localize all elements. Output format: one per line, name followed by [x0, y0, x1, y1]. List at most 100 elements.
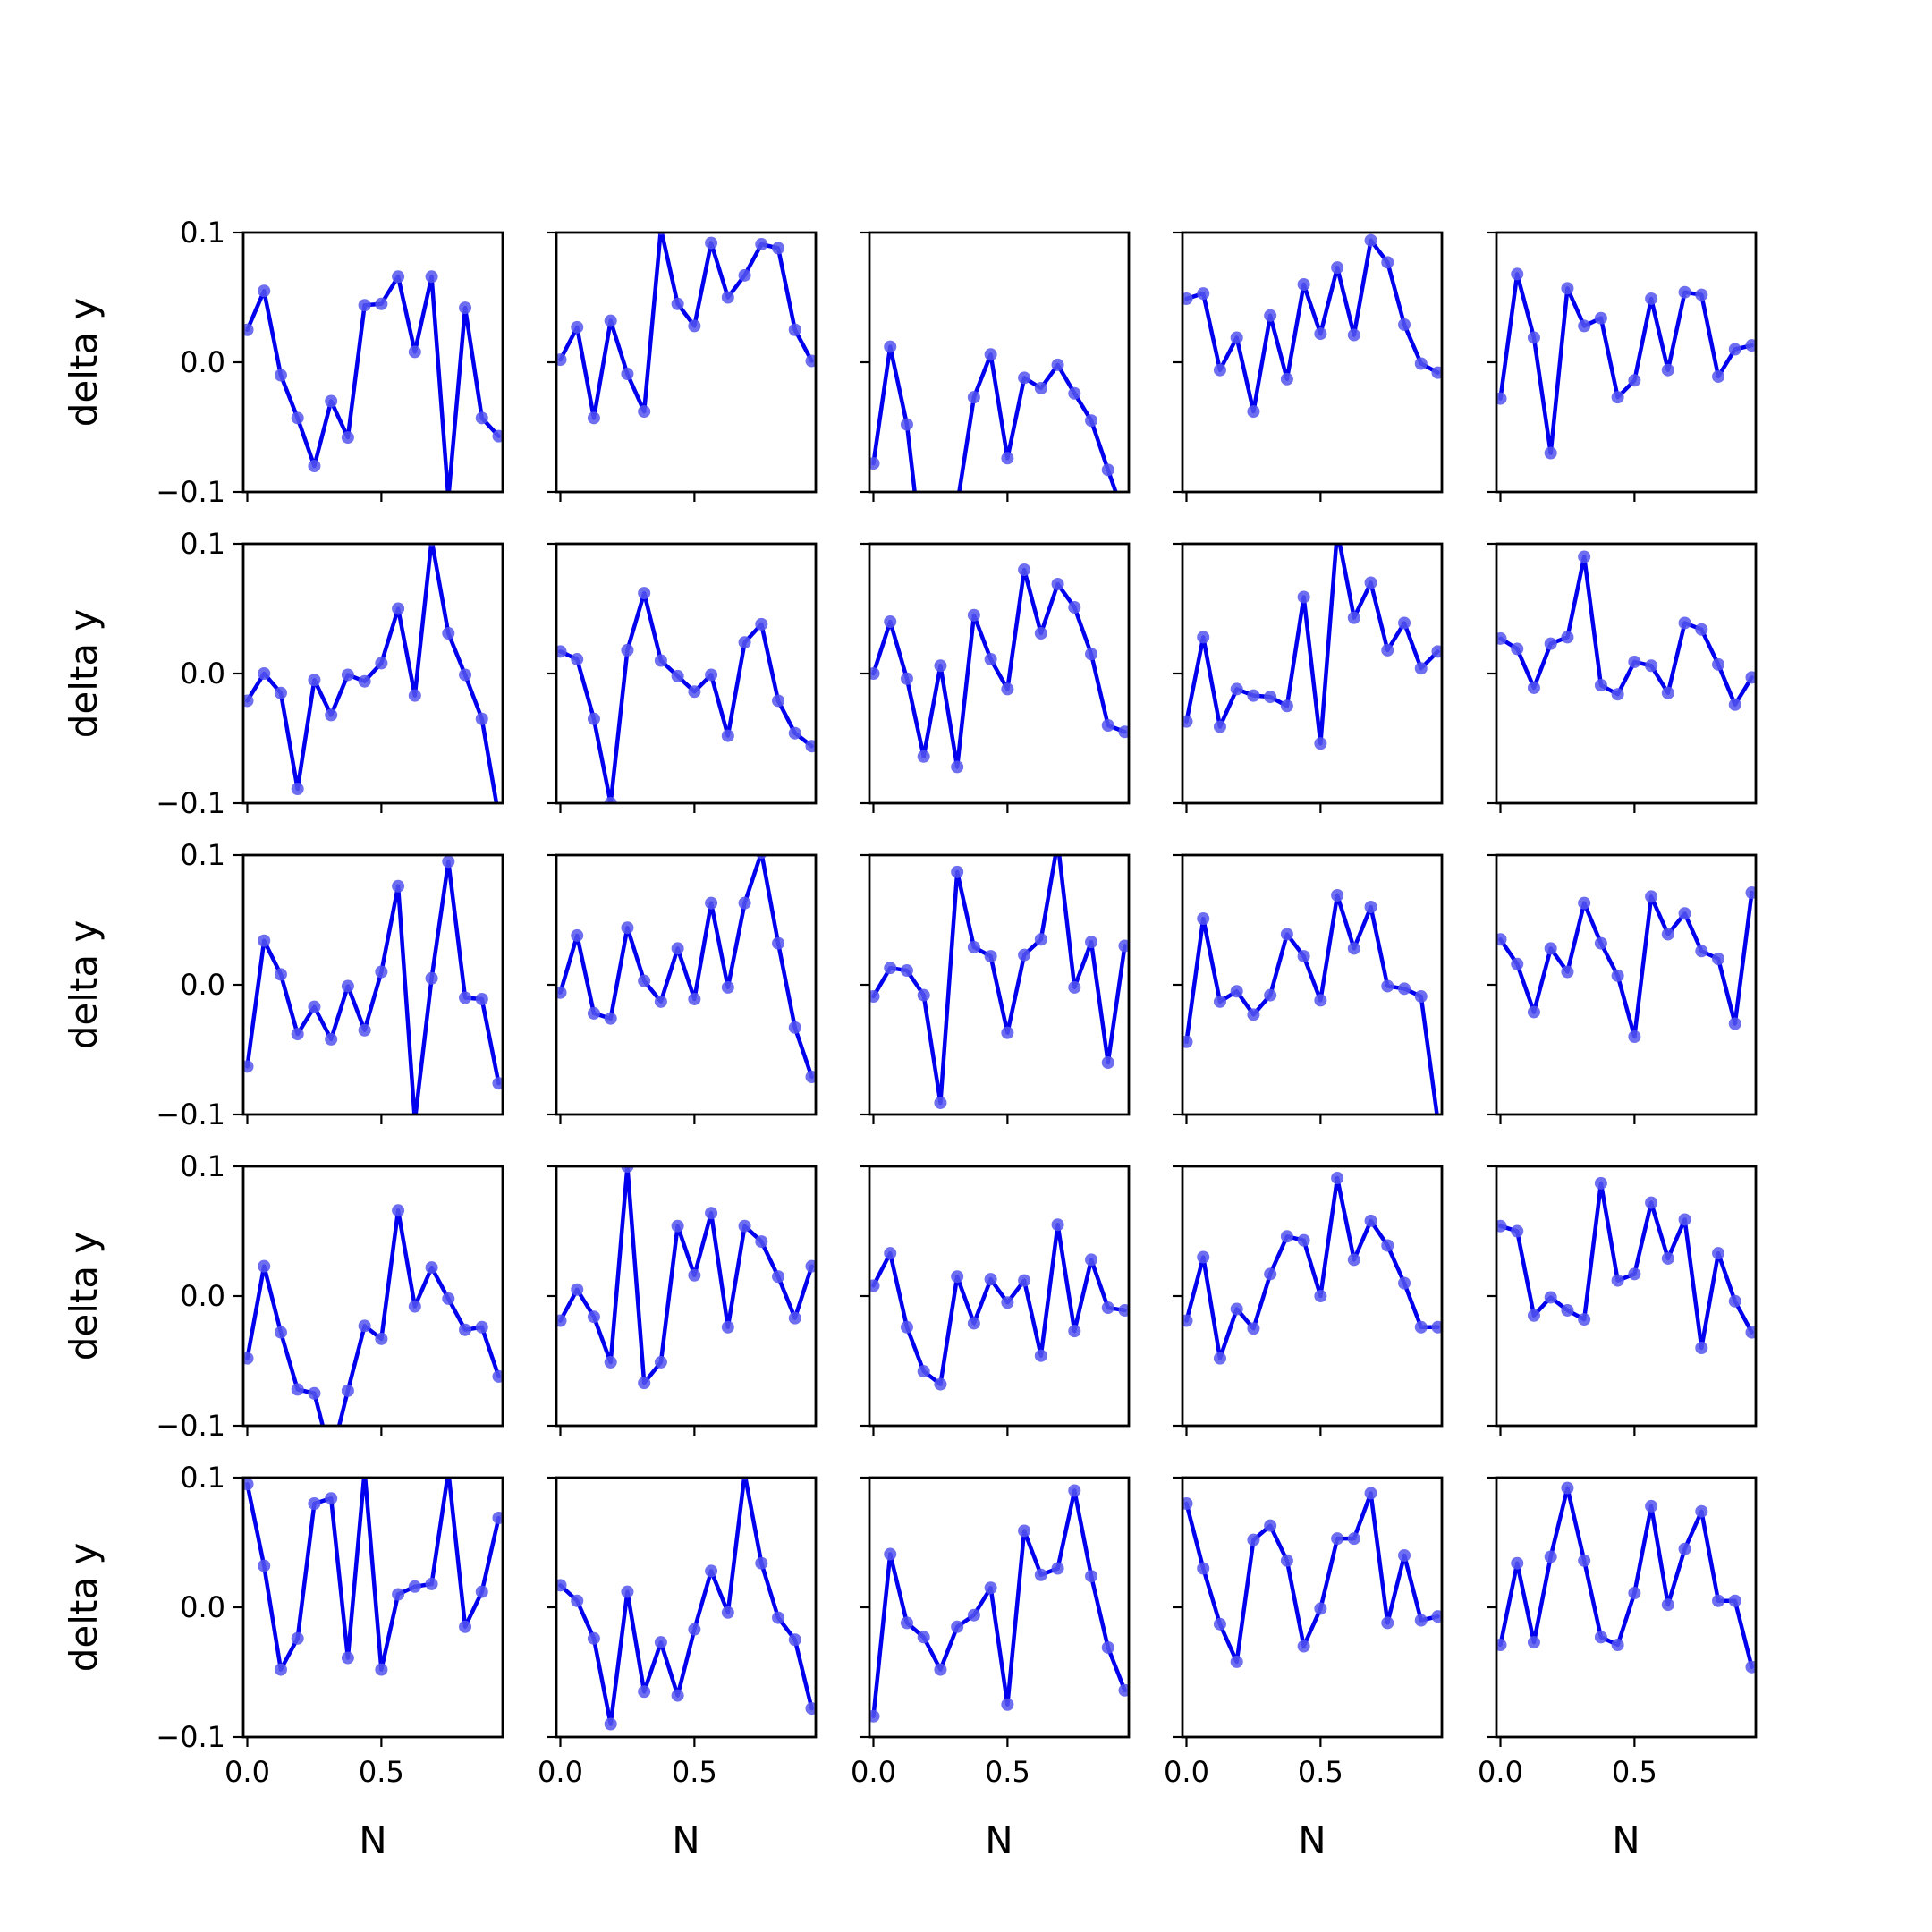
y-tick-label: 0.1 — [180, 527, 225, 561]
data-point — [1712, 1594, 1725, 1607]
data-point — [571, 1594, 584, 1607]
data-point — [1511, 1556, 1524, 1570]
data-point — [1331, 1532, 1344, 1546]
data-point — [621, 921, 634, 935]
data-point — [772, 1611, 785, 1624]
data-point — [604, 1012, 617, 1025]
data-point — [1213, 720, 1226, 733]
data-point — [1678, 1213, 1691, 1226]
series-line — [1498, 555, 1754, 708]
data-point — [1331, 1172, 1344, 1185]
data-point — [869, 1279, 880, 1292]
data-point — [1197, 287, 1210, 301]
data-point — [984, 1581, 997, 1595]
data-point — [1628, 1030, 1641, 1043]
data-point — [900, 1320, 913, 1334]
data-point — [1347, 328, 1360, 342]
data-point — [243, 1352, 254, 1365]
data-point — [869, 667, 880, 680]
data-point — [1347, 942, 1360, 955]
data-point — [1728, 1594, 1741, 1607]
data-point — [358, 299, 371, 312]
data-point — [1594, 1631, 1607, 1644]
data-point — [1085, 414, 1098, 428]
series-line — [871, 567, 1127, 769]
data-point — [1280, 1554, 1293, 1567]
series-group — [556, 855, 816, 1083]
data-point — [325, 708, 338, 722]
data-point — [1197, 1562, 1210, 1575]
y-tick-label: 0.1 — [180, 1461, 225, 1495]
data-point — [492, 1369, 503, 1383]
series-group — [1182, 1487, 1442, 1668]
data-point — [688, 319, 701, 333]
data-point — [243, 694, 254, 708]
data-point — [1414, 990, 1428, 1004]
data-point — [1264, 1519, 1277, 1532]
subplot-r0-c2 — [860, 231, 1131, 502]
data-point — [459, 668, 472, 682]
series-group — [243, 1204, 503, 1426]
data-point — [587, 1631, 600, 1645]
data-point — [1594, 936, 1607, 950]
data-point — [587, 411, 600, 425]
y-tick-label: 0.0 — [180, 1279, 225, 1313]
series-group — [1182, 544, 1442, 750]
data-point — [688, 992, 701, 1005]
data-point — [1068, 601, 1081, 614]
data-point — [654, 1355, 667, 1368]
data-point — [654, 995, 667, 1008]
data-point — [1645, 890, 1658, 903]
data-point — [1331, 261, 1344, 275]
data-point — [1364, 233, 1377, 247]
data-point — [788, 726, 801, 740]
data-point — [341, 668, 354, 682]
data-point — [1364, 576, 1377, 589]
data-point — [425, 1577, 438, 1590]
data-point — [1347, 1253, 1360, 1267]
data-point — [638, 587, 651, 600]
series-group — [243, 270, 503, 504]
data-point — [442, 492, 454, 504]
series-line — [1498, 272, 1754, 455]
data-point — [425, 971, 438, 985]
data-point — [1414, 1614, 1428, 1627]
data-point — [951, 1620, 964, 1633]
data-point — [492, 1077, 503, 1090]
data-point — [671, 1689, 684, 1702]
data-point — [1314, 737, 1327, 750]
axes-frame — [1495, 1165, 1758, 1428]
data-point — [325, 1032, 338, 1046]
subplot-r1-c1 — [547, 542, 818, 813]
data-point — [409, 1114, 421, 1127]
data-point — [671, 669, 684, 682]
data-point — [408, 689, 421, 702]
data-point — [755, 238, 768, 251]
data-point — [1314, 327, 1327, 341]
data-point — [308, 674, 321, 687]
data-point — [392, 602, 405, 615]
axes-frame — [868, 1476, 1131, 1739]
data-point — [1197, 1250, 1210, 1264]
data-point — [1051, 1562, 1064, 1575]
data-point — [1561, 631, 1574, 644]
subplot-r4-c3: 0.0 0.5 N — [1164, 1476, 1444, 1862]
data-point — [1431, 366, 1442, 379]
data-point — [772, 694, 785, 708]
data-point — [869, 457, 880, 470]
data-point — [1496, 1219, 1507, 1233]
data-point — [308, 1497, 321, 1510]
data-point — [900, 964, 913, 978]
data-point — [1594, 311, 1607, 325]
series-line — [1184, 893, 1439, 1114]
axes-frame — [868, 1165, 1131, 1428]
data-point — [1230, 682, 1243, 696]
data-point — [1364, 901, 1377, 913]
data-point — [984, 348, 997, 361]
data-point — [638, 1377, 651, 1390]
data-point — [258, 1559, 271, 1572]
series-line — [1498, 890, 1754, 1039]
series-line — [245, 275, 501, 492]
y-tick-label: −0.1 — [156, 1720, 225, 1754]
data-point — [291, 1028, 304, 1041]
